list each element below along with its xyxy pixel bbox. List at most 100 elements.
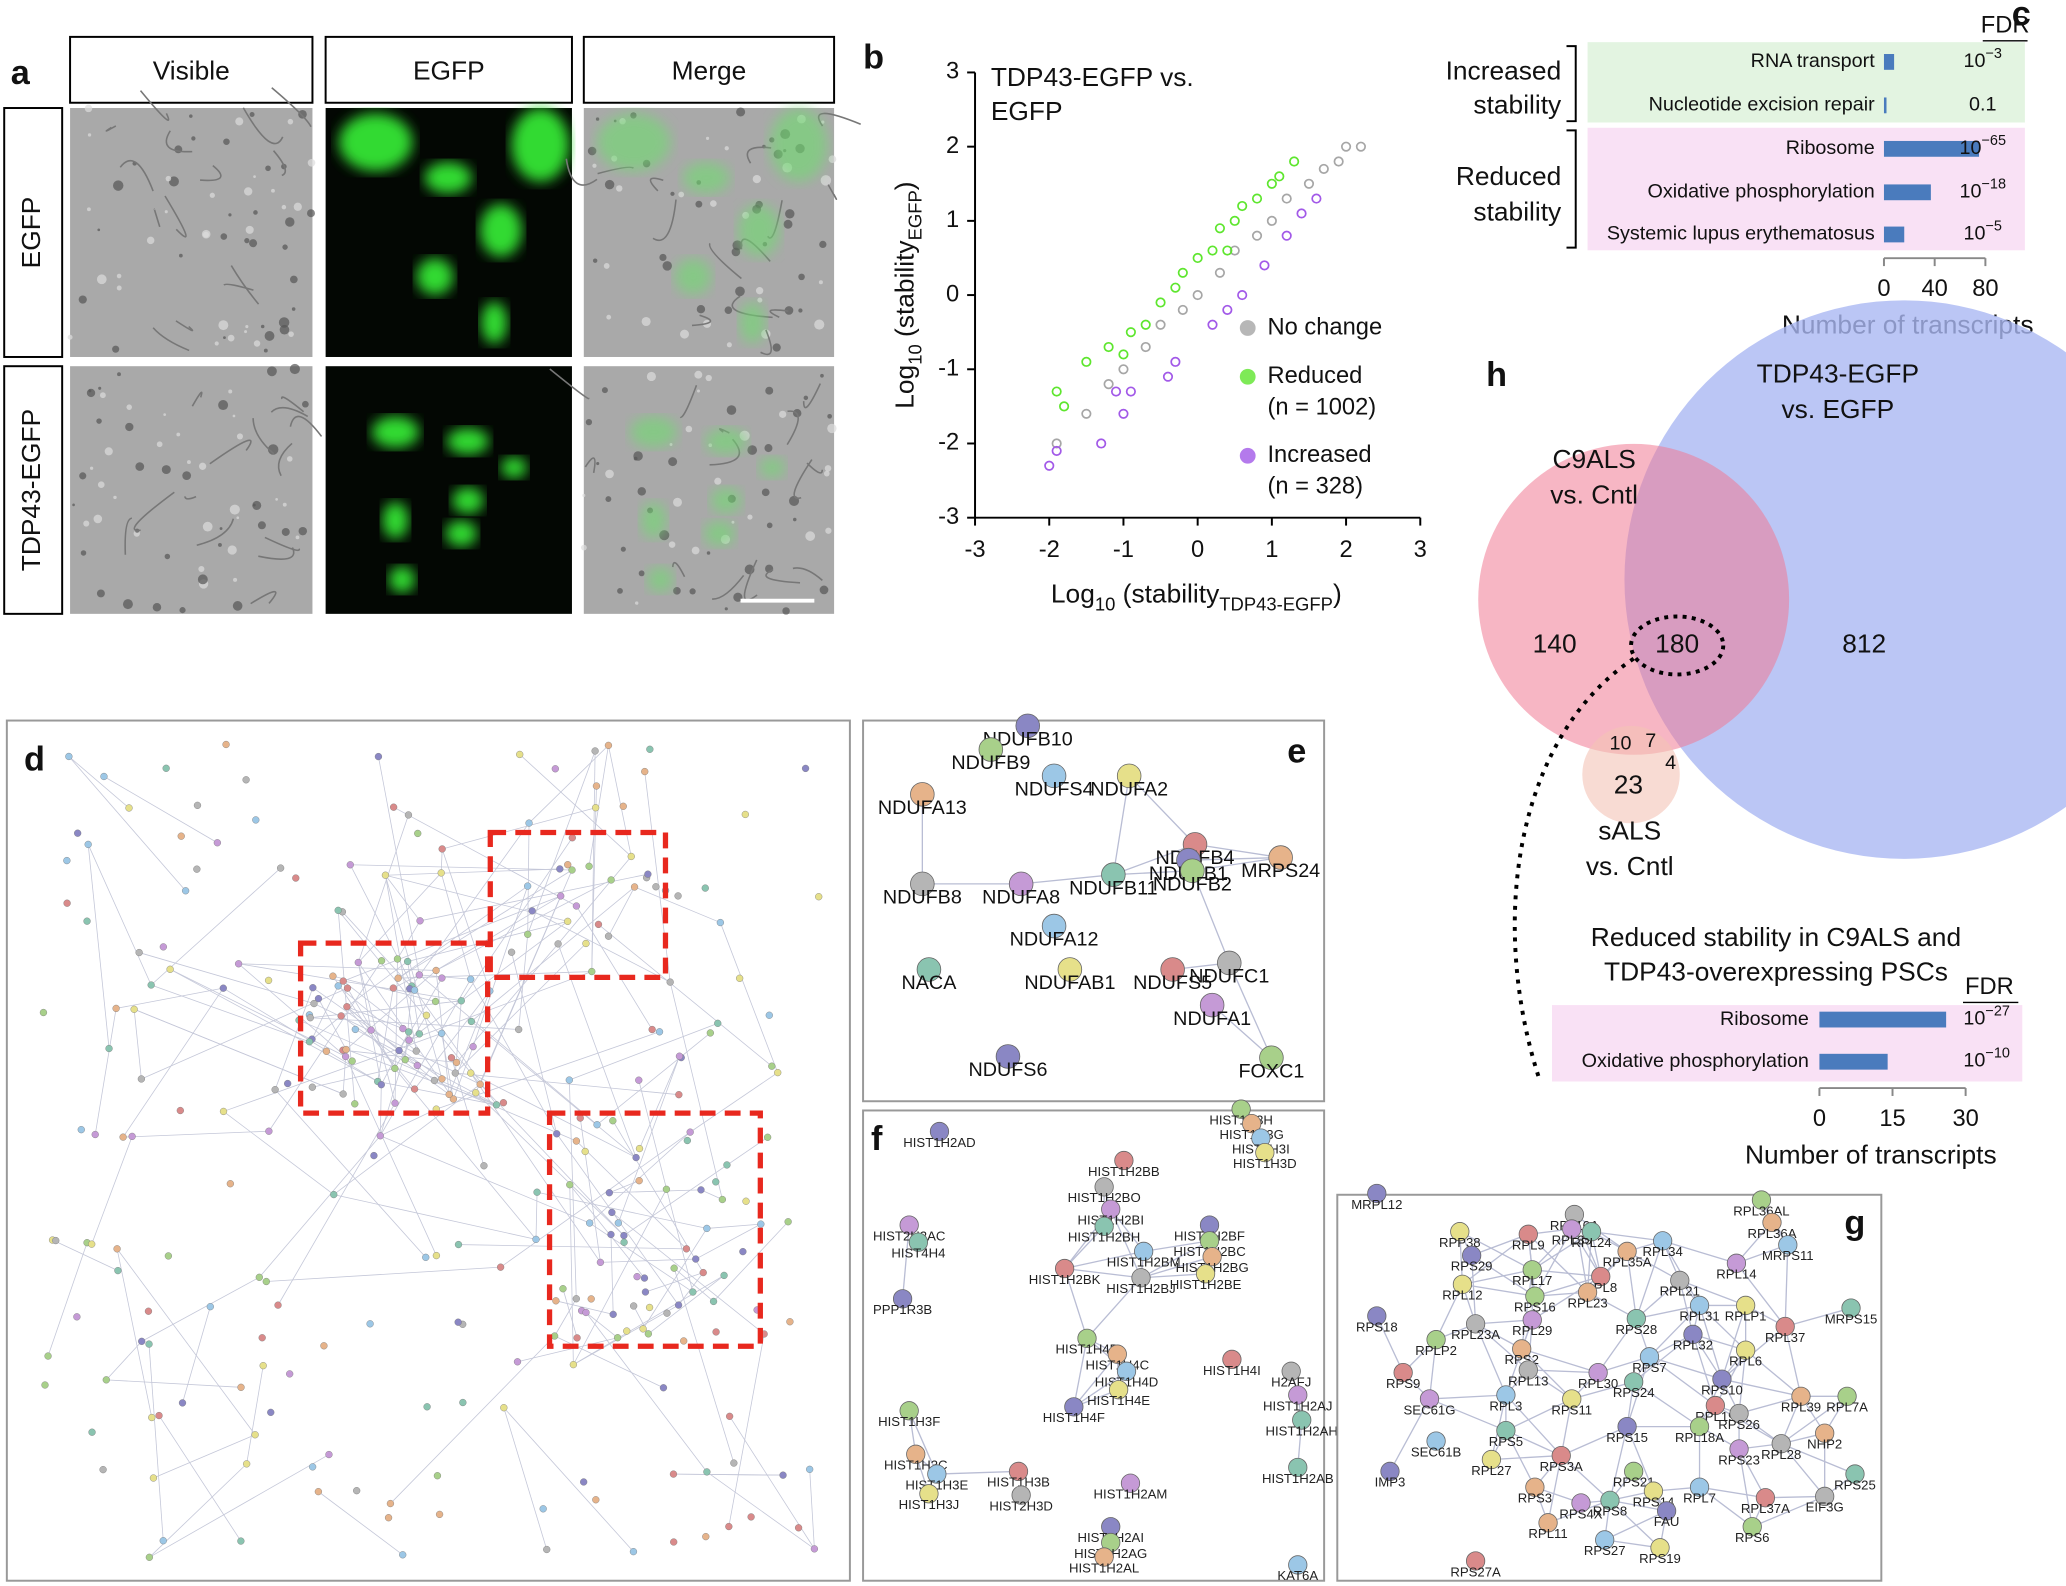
node — [899, 1401, 919, 1421]
cell-outline — [289, 415, 323, 437]
fluorescent-cell — [500, 457, 528, 479]
data-point — [1051, 386, 1062, 397]
edge — [318, 1491, 403, 1556]
fluorescent-cell — [445, 520, 478, 547]
cell-texture — [307, 158, 316, 167]
cell-texture — [88, 389, 92, 393]
axis-label-part: ) — [1333, 578, 1342, 608]
edge — [343, 980, 409, 1033]
micrograph — [325, 366, 572, 614]
node — [674, 892, 682, 900]
node — [391, 1099, 399, 1107]
axis-label-part: 10 — [1095, 594, 1116, 615]
node — [1450, 1222, 1470, 1242]
node — [353, 1487, 361, 1495]
cell-texture — [86, 207, 91, 212]
edge — [393, 974, 420, 989]
edge — [503, 1407, 548, 1550]
node-label: HIST1H4B — [1056, 1342, 1119, 1357]
node-label: NDUFB11 — [1069, 877, 1158, 899]
edge — [332, 975, 396, 1069]
edge — [673, 1268, 735, 1464]
row-header-box — [3, 107, 64, 358]
edge — [1745, 1349, 1802, 1397]
edge — [1635, 1240, 1664, 1319]
node — [644, 1330, 652, 1338]
node — [77, 1126, 85, 1134]
node — [516, 750, 524, 759]
node — [635, 1177, 643, 1185]
cell-outline — [242, 107, 284, 145]
node — [405, 1028, 413, 1036]
cell-texture — [821, 120, 825, 124]
cell-texture — [818, 280, 823, 285]
edge — [223, 1032, 442, 1112]
node — [528, 907, 536, 915]
cell-outline — [827, 184, 838, 201]
cell-texture — [236, 433, 244, 440]
node — [343, 984, 352, 992]
node-label: RPS15 — [1606, 1430, 1648, 1445]
node-label: RPL32 — [1673, 1338, 1713, 1353]
node — [669, 1470, 678, 1478]
node — [513, 1358, 522, 1366]
edge — [608, 745, 632, 857]
node — [686, 1128, 694, 1136]
node — [604, 741, 613, 750]
bar — [1819, 1011, 1947, 1028]
node — [670, 1264, 678, 1272]
node — [1231, 1099, 1251, 1119]
cell-texture — [164, 553, 171, 560]
y-tick-label: 3 — [946, 59, 959, 85]
node — [1762, 1212, 1782, 1233]
node — [193, 801, 202, 809]
edge — [1459, 1231, 1533, 1271]
node — [422, 1253, 430, 1261]
cell-texture — [747, 514, 753, 520]
data-point — [1289, 156, 1300, 167]
cell-texture — [634, 601, 639, 605]
node-label: RPS27A — [1450, 1564, 1501, 1579]
node-label: RPL7A — [1826, 1400, 1868, 1415]
node — [415, 1030, 424, 1038]
edge — [150, 867, 281, 986]
node — [492, 1101, 501, 1109]
node — [1255, 1143, 1275, 1163]
node — [114, 1266, 122, 1275]
node — [1054, 1258, 1075, 1279]
cell-texture — [227, 545, 237, 555]
node — [1624, 1372, 1644, 1392]
fluorescent-cell — [446, 428, 489, 455]
node — [1518, 1224, 1538, 1244]
cell-texture — [233, 577, 238, 582]
legend-marker — [1239, 368, 1256, 385]
fdr-exponent: −10 — [1985, 1046, 2010, 1062]
edge — [87, 844, 152, 986]
cell-outline — [152, 327, 190, 352]
cell-texture — [265, 165, 271, 172]
row-header-box — [3, 365, 64, 615]
data-point — [1118, 408, 1129, 419]
cell-texture — [295, 535, 300, 540]
edge — [1738, 1395, 1802, 1415]
edge — [442, 807, 596, 850]
edge — [1738, 1350, 1747, 1414]
node — [459, 1398, 467, 1407]
node — [1180, 858, 1205, 883]
cell-texture — [286, 456, 293, 462]
node — [395, 1046, 403, 1055]
cell-texture — [706, 551, 711, 555]
legend-count: (n = 328) — [1267, 474, 1363, 500]
data-point — [1266, 215, 1277, 226]
data-point — [1229, 245, 1240, 256]
node — [374, 752, 383, 761]
node — [910, 782, 935, 807]
edge — [274, 1089, 427, 1258]
fluorescent-cell — [769, 108, 828, 182]
cell-outline — [708, 242, 742, 280]
node — [74, 829, 82, 837]
cell-texture — [680, 329, 689, 339]
fdr-value: 10−18 — [1959, 176, 2006, 202]
node — [438, 845, 446, 853]
cell-texture — [244, 187, 253, 196]
